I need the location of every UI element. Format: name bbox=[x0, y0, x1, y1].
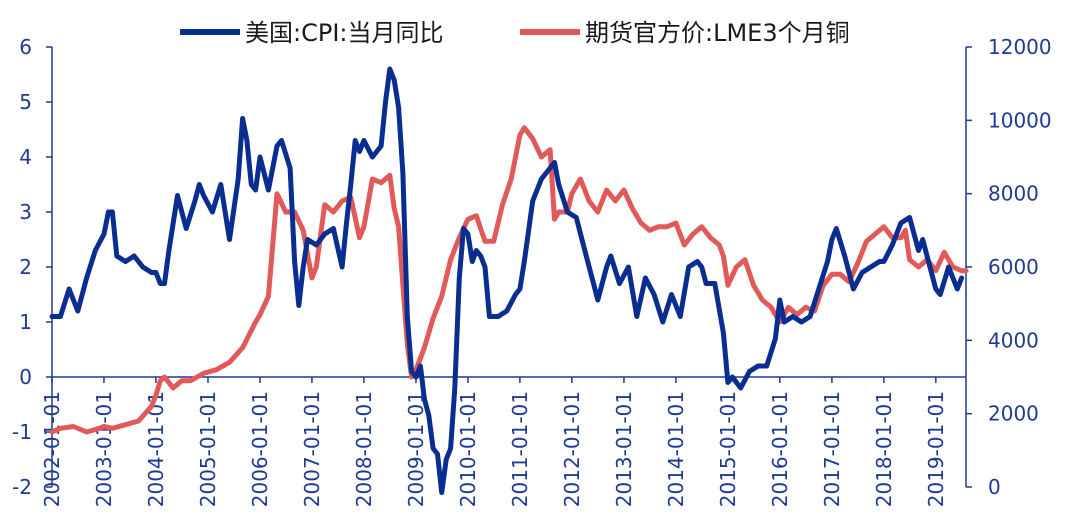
x-axis-tick-label: 2008-01-01 bbox=[352, 391, 376, 507]
x-axis-tick-label: 2005-01-01 bbox=[196, 391, 220, 507]
x-axis-tick-label: 2013-01-01 bbox=[612, 391, 636, 507]
x-axis-tick-label: 2003-01-01 bbox=[92, 391, 116, 507]
x-axis-tick-label: 2014-01-01 bbox=[664, 391, 688, 507]
right-axis-tick-label: 10000 bbox=[988, 108, 1052, 132]
x-axis-tick-label: 2010-01-01 bbox=[456, 391, 480, 507]
right-axis-tick-label: 4000 bbox=[988, 328, 1039, 352]
left-axis-tick-label: 4 bbox=[19, 145, 32, 169]
x-axis-tick-label: 2019-01-01 bbox=[924, 391, 948, 507]
x-axis-tick-label: 2009-01-01 bbox=[404, 391, 428, 507]
cpi-series-line bbox=[49, 66, 965, 495]
left-axis-tick-label: 5 bbox=[19, 90, 32, 114]
x-axis-tick-label: 2007-01-01 bbox=[300, 391, 324, 507]
legend-label-copper: 期货官方价:LME3个月铜 bbox=[585, 19, 850, 47]
left-axis-tick-label: 2 bbox=[19, 255, 32, 279]
left-axis-tick-label: 0 bbox=[19, 365, 32, 389]
x-axis-tick-label: 2002-01-01 bbox=[40, 391, 64, 507]
x-axis-tick-label: 2006-01-01 bbox=[248, 391, 272, 507]
right-axis-tick-label: 0 bbox=[988, 475, 1001, 499]
right-axis-tick-label: 6000 bbox=[988, 255, 1039, 279]
copper-series-line bbox=[49, 125, 969, 435]
legend-label-cpi: 美国:CPI:当月同比 bbox=[245, 19, 443, 47]
x-axis-tick-label: 2018-01-01 bbox=[872, 391, 896, 507]
x-axis-tick-label: 2016-01-01 bbox=[768, 391, 792, 507]
left-axis-tick-label: 3 bbox=[19, 200, 32, 224]
left-axis-tick-label: -2 bbox=[12, 475, 32, 499]
x-axis-tick-label: 2017-01-01 bbox=[820, 391, 844, 507]
chart-axes: -2 -1 0 1 2 3 4 5 6 0 2000 4000 6000 8000 10000 12000 20… bbox=[12, 35, 1052, 507]
chart-legend: 美国:CPI:当月同比 期货官方价:LME3个月铜 bbox=[180, 19, 850, 47]
left-axis-tick-label: 6 bbox=[19, 35, 32, 59]
series-layer bbox=[49, 66, 969, 495]
x-axis-tick-label: 2011-01-01 bbox=[508, 391, 532, 507]
right-axis-tick-label: 8000 bbox=[988, 182, 1039, 206]
x-axis-tick-label: 2012-01-01 bbox=[560, 391, 584, 507]
right-axis-tick-label: 2000 bbox=[988, 402, 1039, 426]
right-axis-tick-label: 12000 bbox=[988, 35, 1052, 59]
left-axis-tick-label: 1 bbox=[19, 310, 32, 334]
left-axis-tick-label: -1 bbox=[12, 420, 32, 444]
x-axis-tick-label: 2015-01-01 bbox=[716, 391, 740, 507]
